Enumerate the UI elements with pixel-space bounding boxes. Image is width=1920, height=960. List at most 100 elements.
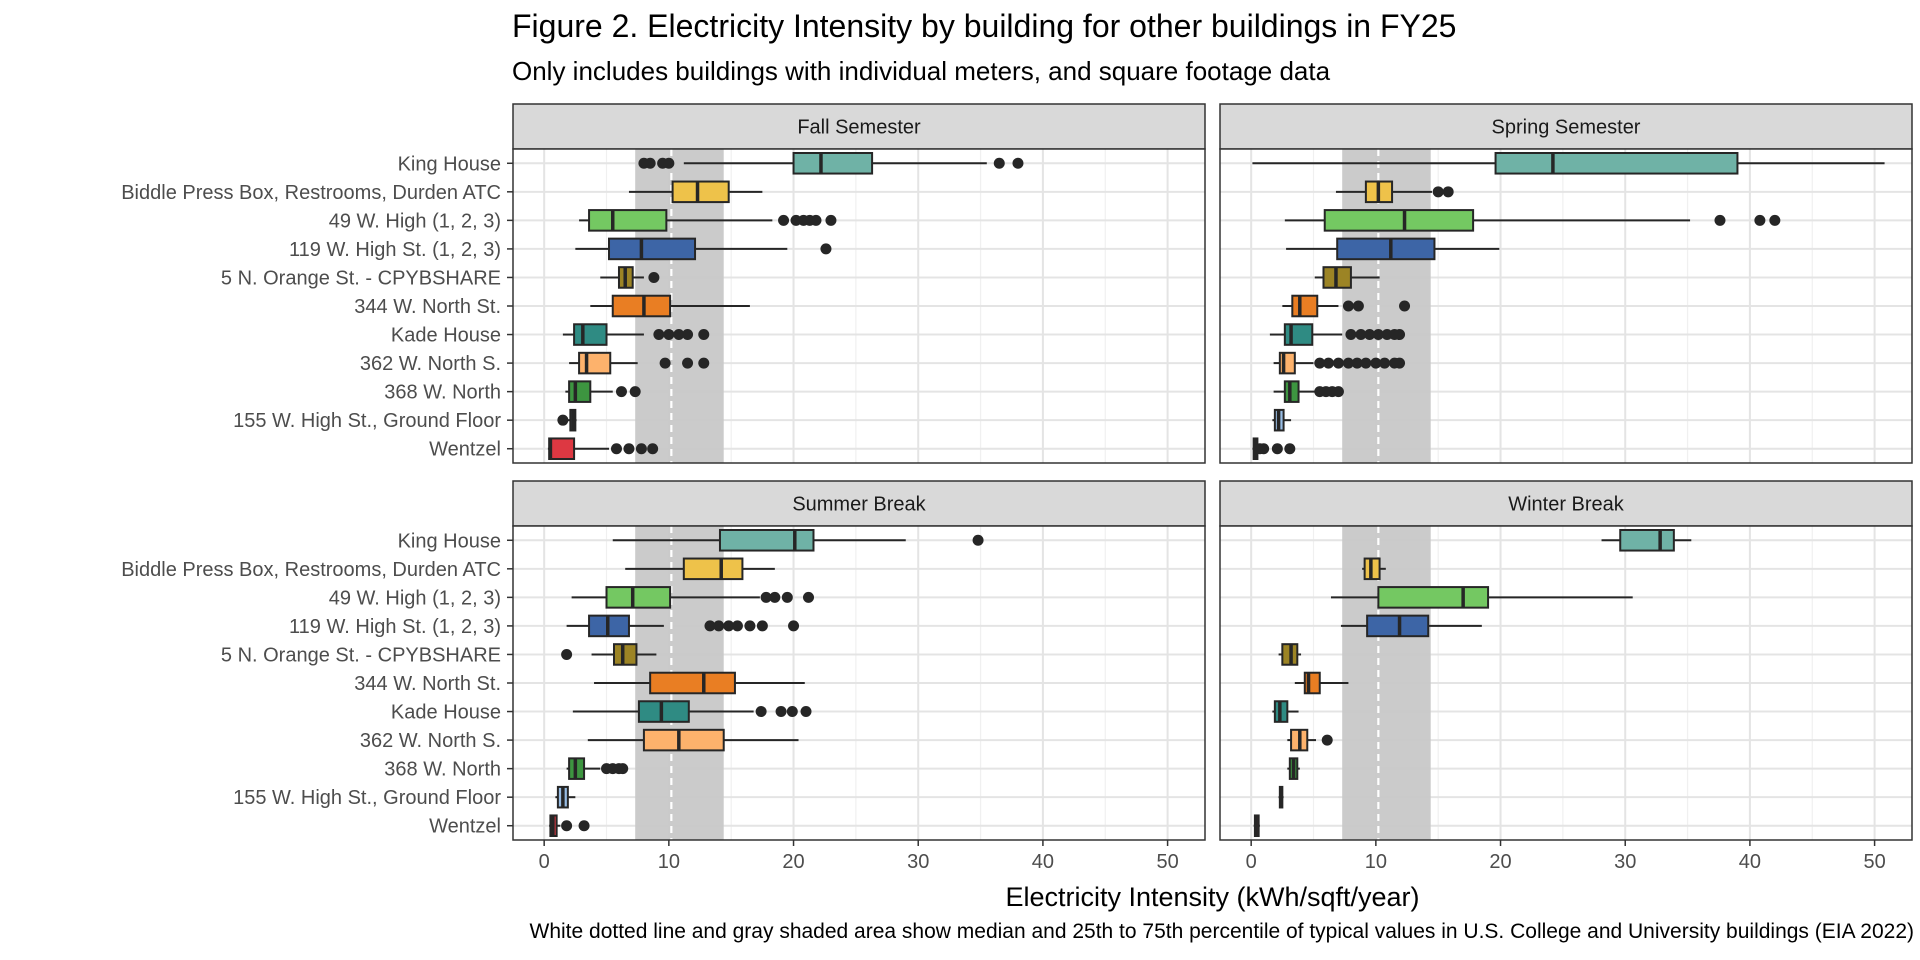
outlier-point — [756, 620, 768, 632]
y-tick-label: 5 N. Orange St. - CPYBSHARE — [221, 267, 501, 289]
y-tick-label: King House — [398, 530, 501, 552]
outlier-point — [1769, 214, 1781, 226]
outlier-point — [644, 157, 656, 169]
panel-strip — [1219, 480, 1913, 527]
y-tick-label: 5 N. Orange St. - CPYBSHARE — [221, 644, 501, 666]
y-tick-label: 344 W. North St. — [354, 673, 501, 695]
box — [671, 180, 730, 204]
outlier-point — [1714, 214, 1726, 226]
outlier-point — [1370, 357, 1382, 369]
outlier-point — [825, 214, 837, 226]
outlier-point — [755, 706, 767, 718]
x-tick-label: 0 — [1246, 851, 1257, 873]
chart-caption: White dotted line and gray shaded area s… — [529, 920, 1915, 943]
outlier-point — [769, 591, 781, 603]
x-tick-label: 50 — [1863, 851, 1885, 873]
outlier-point — [682, 357, 694, 369]
y-tick-label: Kade House — [391, 702, 501, 724]
y-tick-label: Biddle Press Box, Restrooms, Durden ATC — [121, 182, 501, 204]
outlier-point — [673, 329, 685, 341]
box — [792, 151, 874, 175]
box — [612, 643, 638, 666]
box — [1323, 209, 1475, 232]
outlier-point — [698, 329, 710, 341]
outlier-point — [623, 443, 635, 455]
box — [1619, 528, 1675, 552]
box — [649, 671, 736, 695]
outlier-point — [647, 443, 659, 455]
outlier-point — [648, 271, 660, 283]
outlier-point — [786, 706, 798, 718]
outlier-point — [610, 443, 622, 455]
y-tick-label: 344 W. North St. — [354, 296, 501, 318]
outlier-point — [663, 157, 675, 169]
y-tick-label: Biddle Press Box, Restrooms, Durden ATC — [121, 559, 501, 581]
box — [1377, 586, 1490, 609]
outlier-point — [1372, 329, 1384, 341]
panel-title: Summer Break — [792, 494, 926, 516]
outlier-point — [1342, 300, 1354, 312]
box — [1291, 294, 1319, 318]
box — [573, 323, 608, 346]
y-tick-label: Kade House — [391, 325, 501, 347]
panel-summer-break: Summer Break King House Biddle Press Box, … — [121, 480, 1206, 873]
outlier-point — [698, 357, 710, 369]
x-tick-label: 40 — [1032, 851, 1054, 873]
outlier-point — [1754, 214, 1766, 226]
outlier-point — [803, 591, 815, 603]
outlier-point — [993, 157, 1005, 169]
outlier-point — [704, 620, 716, 632]
y-tick-label: 119 W. High St. (1, 2, 3) — [289, 239, 501, 261]
y-tick-label: King House — [398, 153, 501, 175]
panel-title: Fall Semester — [797, 117, 921, 139]
outlier-point — [723, 620, 735, 632]
box — [637, 700, 690, 723]
x-tick-label: 10 — [658, 851, 680, 873]
box — [642, 728, 725, 752]
outlier-point — [1284, 443, 1296, 455]
outlier-point — [1314, 357, 1326, 369]
outlier-point — [820, 243, 832, 255]
outlier-point — [1360, 357, 1372, 369]
outlier-point — [1321, 734, 1333, 746]
outlier-point — [775, 706, 787, 718]
box — [608, 237, 697, 261]
panel-border — [1219, 525, 1913, 841]
outlier-point — [629, 386, 641, 398]
y-tick-label: 155 W. High St., Ground Floor — [233, 410, 501, 432]
outlier-point — [1352, 300, 1364, 312]
y-tick-label: 155 W. High St., Ground Floor — [233, 787, 501, 809]
outlier-point — [810, 214, 822, 226]
outlier-point — [1394, 357, 1406, 369]
outlier-point — [1342, 357, 1354, 369]
panel-strip — [512, 480, 1206, 527]
outlier-point — [659, 357, 671, 369]
y-tick-label: 362 W. North S. — [360, 730, 501, 752]
x-tick-label: 30 — [1614, 851, 1636, 873]
box — [605, 586, 672, 609]
y-tick-label: Wentzel — [429, 816, 501, 838]
outlier-point — [760, 591, 772, 603]
x-tick-label: 20 — [782, 851, 804, 873]
outlier-point — [1332, 386, 1344, 398]
outlier-point — [713, 620, 725, 632]
y-tick-label: Wentzel — [429, 439, 501, 461]
panel-border — [1219, 148, 1913, 464]
reference-iqr-band — [1342, 526, 1431, 840]
outlier-point — [1364, 329, 1376, 341]
y-tick-label: 119 W. High St. (1, 2, 3) — [289, 616, 501, 638]
y-tick-label: 362 W. North S. — [360, 353, 501, 375]
outlier-point — [561, 820, 573, 832]
y-tick-label: 368 W. North — [384, 382, 501, 404]
outlier-point — [781, 591, 793, 603]
outlier-point — [778, 214, 790, 226]
panel-title: Spring Semester — [1492, 117, 1641, 139]
box — [578, 351, 612, 375]
outlier-point — [1012, 157, 1024, 169]
box — [1494, 151, 1739, 175]
box — [568, 380, 592, 403]
x-axis-title: Electricity Intensity (kWh/sqft/year) — [1005, 882, 1419, 912]
panel-fall-semester: Fall Semester King House Biddle Press Box,… — [121, 103, 1206, 464]
outlier-point — [1258, 443, 1270, 455]
